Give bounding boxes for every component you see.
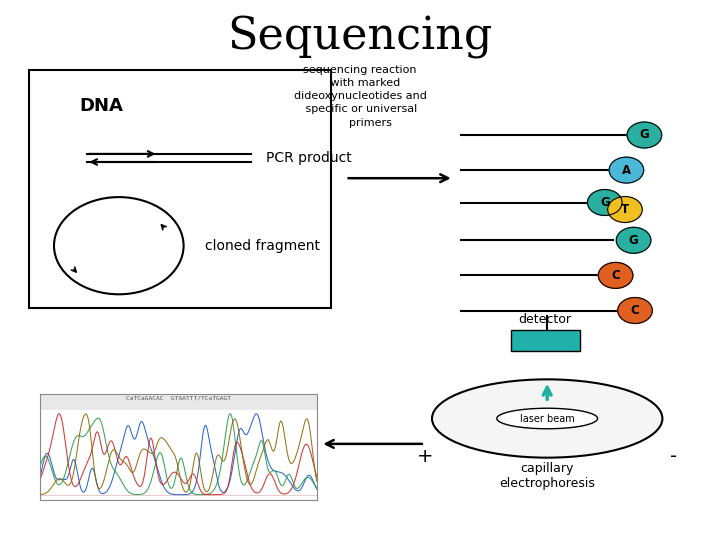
Circle shape bbox=[608, 197, 642, 222]
Text: A: A bbox=[622, 164, 631, 177]
Text: -: - bbox=[670, 447, 677, 466]
Text: detector: detector bbox=[518, 313, 572, 326]
Ellipse shape bbox=[497, 408, 598, 429]
Circle shape bbox=[598, 262, 633, 288]
Circle shape bbox=[588, 190, 622, 215]
Bar bbox=[29, 70, 331, 308]
Text: Sequencing: Sequencing bbox=[228, 16, 492, 59]
Text: G: G bbox=[639, 129, 649, 141]
Ellipse shape bbox=[432, 379, 662, 458]
Text: +: + bbox=[417, 447, 433, 466]
Circle shape bbox=[616, 227, 651, 253]
Circle shape bbox=[609, 157, 644, 183]
Text: CaTCaGACAC  GTAATTT/TCaTGAGT: CaTCaGACAC GTAATTT/TCaTGAGT bbox=[126, 395, 230, 400]
Text: G: G bbox=[629, 234, 639, 247]
Text: laser beam: laser beam bbox=[520, 414, 575, 423]
Text: C: C bbox=[631, 304, 639, 317]
Text: DNA: DNA bbox=[79, 97, 123, 115]
Text: capillary
electrophoresis: capillary electrophoresis bbox=[499, 462, 595, 490]
Text: sequencing reaction
   with marked
dideoxynucleotides and
 specific or universal: sequencing reaction with marked dideoxyn… bbox=[294, 65, 426, 127]
Text: C: C bbox=[611, 269, 620, 282]
Circle shape bbox=[627, 122, 662, 148]
Circle shape bbox=[54, 197, 184, 294]
Text: G: G bbox=[600, 196, 610, 209]
Text: PCR product: PCR product bbox=[266, 151, 352, 165]
Circle shape bbox=[618, 298, 652, 323]
Bar bbox=[40, 394, 317, 410]
Bar bbox=[511, 330, 580, 351]
Text: T: T bbox=[621, 203, 629, 216]
Text: cloned fragment: cloned fragment bbox=[205, 239, 320, 253]
